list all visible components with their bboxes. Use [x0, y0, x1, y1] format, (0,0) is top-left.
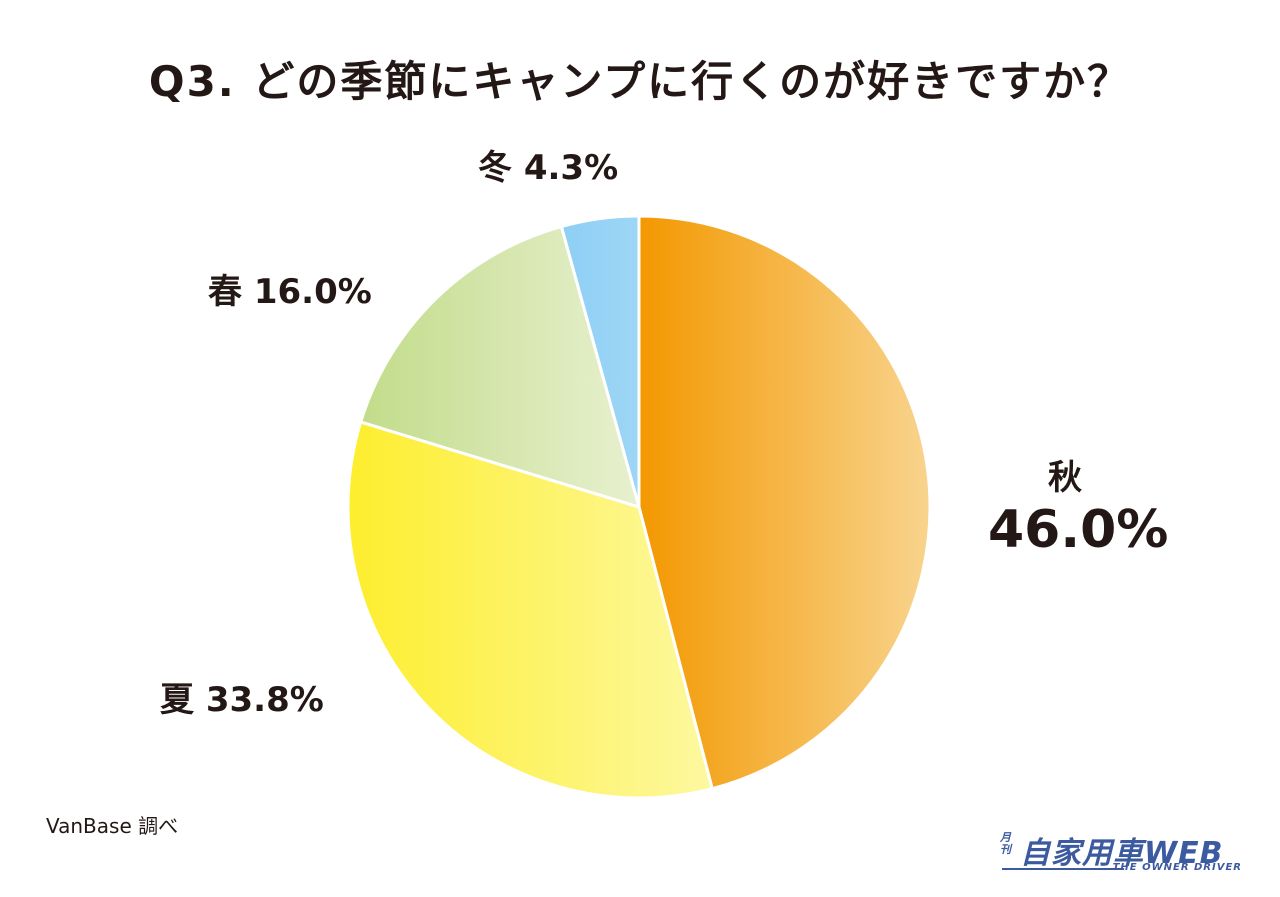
label-autumn-value: 46.0%	[988, 500, 1169, 560]
slice-summer	[346, 420, 714, 800]
label-summer: 夏 33.8%	[160, 680, 324, 720]
slice-spring	[359, 225, 641, 509]
slice-autumn	[637, 214, 932, 791]
publisher-logo: 月刊 自家用車WEB THE OWNER DRIVER	[1000, 828, 1250, 878]
logo-monthly-mark: 月刊	[1000, 831, 1011, 856]
label-spring: 春 16.0%	[208, 272, 372, 312]
source-note: VanBase 調べ	[46, 814, 179, 838]
logo-underline	[1002, 868, 1124, 870]
slice-winter	[559, 214, 641, 509]
label-winter: 冬 4.3%	[478, 148, 619, 188]
logo-tagline: THE OWNER DRIVER	[1112, 862, 1242, 873]
chart-title: Q3. どの季節にキャンプに行くのが好きですか？	[148, 57, 1132, 106]
logo-wordmark: 自家用車WEB	[1020, 836, 1224, 871]
label-autumn-name: 秋	[1048, 458, 1082, 498]
